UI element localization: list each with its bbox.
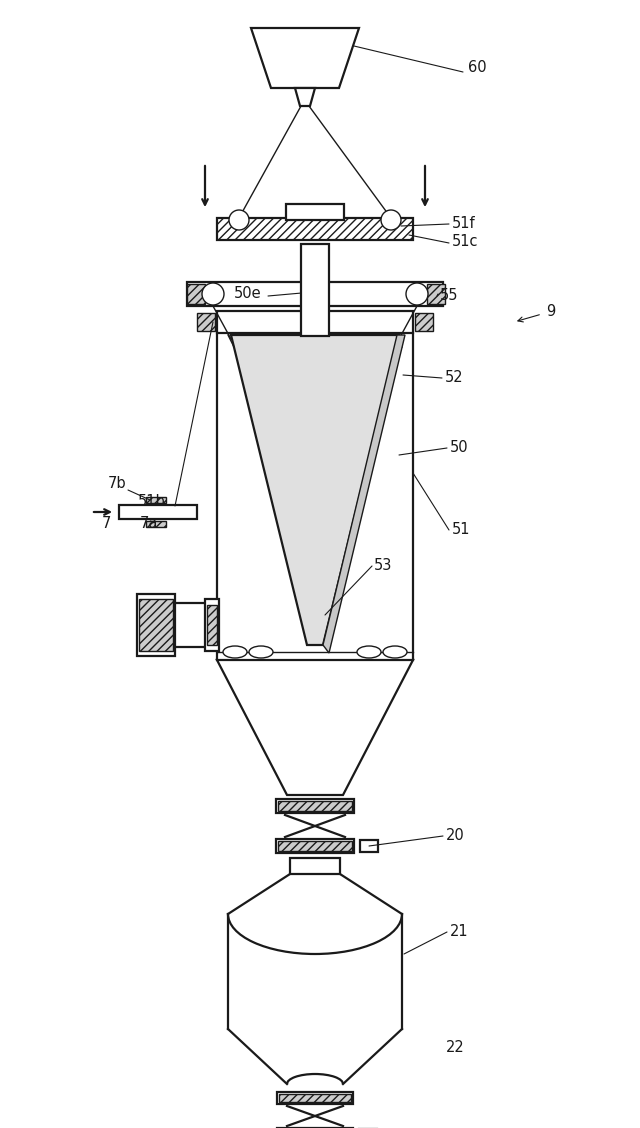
Bar	[207, 605, 217, 645]
Circle shape	[202, 283, 224, 305]
Bar	[286, 204, 344, 220]
Polygon shape	[251, 28, 359, 88]
Ellipse shape	[249, 646, 273, 658]
Bar	[278, 841, 352, 851]
Ellipse shape	[223, 646, 247, 658]
Text: 51b: 51b	[138, 494, 166, 510]
Bar	[277, 1092, 353, 1104]
Bar	[187, 284, 205, 305]
Bar	[301, 244, 329, 336]
Circle shape	[229, 210, 249, 230]
Text: 53: 53	[374, 558, 392, 573]
Text: 52: 52	[445, 370, 463, 386]
Text: 60: 60	[468, 61, 486, 76]
Text: 55: 55	[440, 289, 458, 303]
Text: 50e: 50e	[234, 285, 262, 300]
Polygon shape	[231, 335, 399, 645]
Polygon shape	[295, 88, 315, 106]
Text: 7a: 7a	[140, 517, 158, 531]
Text: 21: 21	[450, 925, 468, 940]
Bar	[290, 858, 340, 874]
Ellipse shape	[383, 646, 407, 658]
Bar	[278, 801, 352, 811]
Circle shape	[406, 283, 428, 305]
Bar	[165, 603, 217, 647]
Text: 20: 20	[446, 828, 465, 844]
Polygon shape	[217, 660, 413, 795]
Bar	[139, 599, 173, 651]
Bar	[415, 312, 433, 331]
Bar	[279, 1094, 351, 1102]
Bar	[217, 311, 413, 333]
Bar	[146, 521, 166, 527]
Polygon shape	[323, 335, 405, 653]
Bar	[137, 594, 175, 656]
Circle shape	[381, 210, 401, 230]
Text: 9: 9	[546, 305, 556, 319]
Bar	[146, 497, 166, 503]
Text: 50: 50	[450, 441, 468, 456]
Text: 51f: 51f	[452, 217, 476, 231]
Text: 7: 7	[102, 517, 111, 531]
Bar	[360, 840, 378, 852]
Bar	[427, 284, 445, 305]
Bar	[119, 505, 197, 519]
Ellipse shape	[357, 646, 381, 658]
Text: 22: 22	[446, 1040, 465, 1056]
Bar	[276, 839, 354, 853]
Bar	[187, 282, 443, 306]
Bar	[205, 599, 219, 651]
Bar	[197, 312, 215, 331]
Text: 51: 51	[452, 522, 470, 538]
Bar	[217, 218, 413, 240]
Text: 51c: 51c	[452, 235, 479, 249]
Bar	[276, 799, 354, 813]
Text: 7b: 7b	[108, 476, 127, 492]
